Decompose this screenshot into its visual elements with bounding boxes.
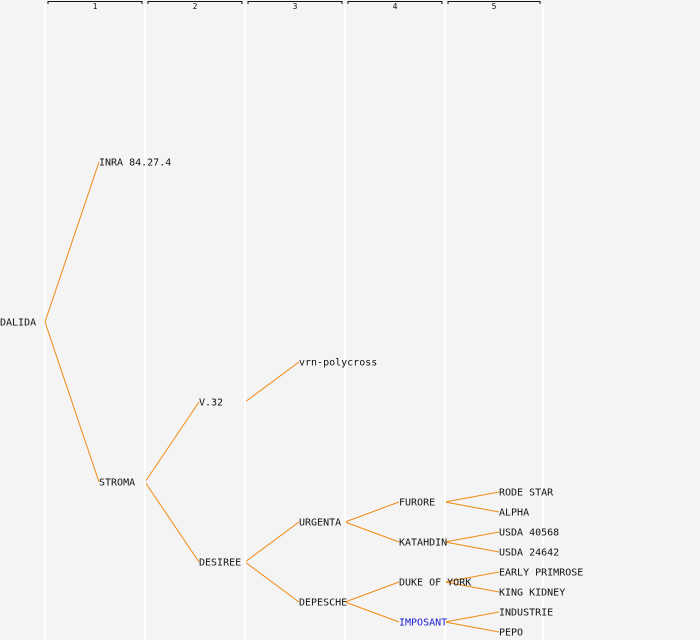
edge-duke-of-york-to-early-primrose [444, 571, 500, 583]
node-industrie[interactable]: INDUSTRIE [499, 608, 553, 619]
node-katahdin[interactable]: KATAHDIN [399, 538, 447, 549]
node-v-32[interactable]: V.32 [199, 398, 223, 409]
node-usda-40568[interactable]: USDA 40568 [499, 528, 559, 539]
node-king-kidney[interactable]: KING KIDNEY [499, 588, 565, 599]
node-pepo[interactable]: PEPO [499, 628, 523, 639]
node-stroma[interactable]: STROMA [99, 478, 135, 489]
edge-stroma-to-desiree [144, 481, 200, 563]
generation-number: 4 [393, 2, 398, 11]
node-vrn-polycross[interactable]: vrn-polycross [299, 358, 377, 369]
node-alpha[interactable]: ALPHA [499, 508, 529, 519]
generation-number: 3 [293, 2, 298, 11]
edge-imposant-to-industrie [444, 611, 500, 623]
generation-number: 2 [193, 2, 198, 11]
node-inra-84-27-4[interactable]: INRA 84.27.4 [99, 158, 171, 169]
edge-desiree-to-depesche [244, 561, 300, 603]
node-rode-star[interactable]: RODE STAR [499, 488, 554, 499]
edge-depesche-to-duke-of-york [344, 581, 400, 603]
edge-stroma-to-v-32 [144, 401, 200, 483]
node-usda-24642[interactable]: USDA 24642 [499, 548, 559, 559]
node-furore[interactable]: FURORE [399, 498, 435, 509]
edge-furore-to-rode-star [444, 491, 500, 503]
edge-desiree-to-urgenta [244, 521, 300, 563]
edge-duke-of-york-to-king-kidney [444, 581, 500, 593]
edge-katahdin-to-usda-40568 [444, 531, 500, 543]
edge-imposant-to-pepo [444, 621, 500, 633]
edge-furore-to-alpha [444, 501, 500, 513]
generation-number: 1 [93, 2, 98, 11]
node-urgenta[interactable]: URGENTA [299, 518, 341, 529]
node-depesche[interactable]: DEPESCHE [299, 598, 347, 609]
node-imposant[interactable]: IMPOSANT [399, 618, 447, 629]
edge-urgenta-to-katahdin [344, 521, 400, 543]
generation-header-bracket [447, 1, 541, 4]
edge-dalida-to-stroma [44, 321, 100, 483]
node-duke-of-york[interactable]: DUKE OF YORK [399, 578, 471, 589]
edge-dalida-to-inra-84-27-4 [44, 161, 100, 323]
edge-katahdin-to-usda-24642 [444, 541, 500, 553]
edge-v-32-to-vrn-polycross [244, 361, 300, 403]
generation-header-bracket [147, 1, 243, 4]
generation-header-bracket [247, 1, 343, 4]
edge-depesche-to-imposant [344, 601, 400, 623]
generation-header-bracket [47, 1, 143, 4]
edge-urgenta-to-furore [344, 501, 400, 523]
node-desiree[interactable]: DESIREE [199, 558, 241, 569]
generation-header-bracket [347, 1, 443, 4]
node-dalida[interactable]: DALIDA [0, 318, 36, 329]
generation-number: 5 [492, 2, 497, 11]
node-early-primrose[interactable]: EARLY PRIMROSE [499, 568, 583, 579]
